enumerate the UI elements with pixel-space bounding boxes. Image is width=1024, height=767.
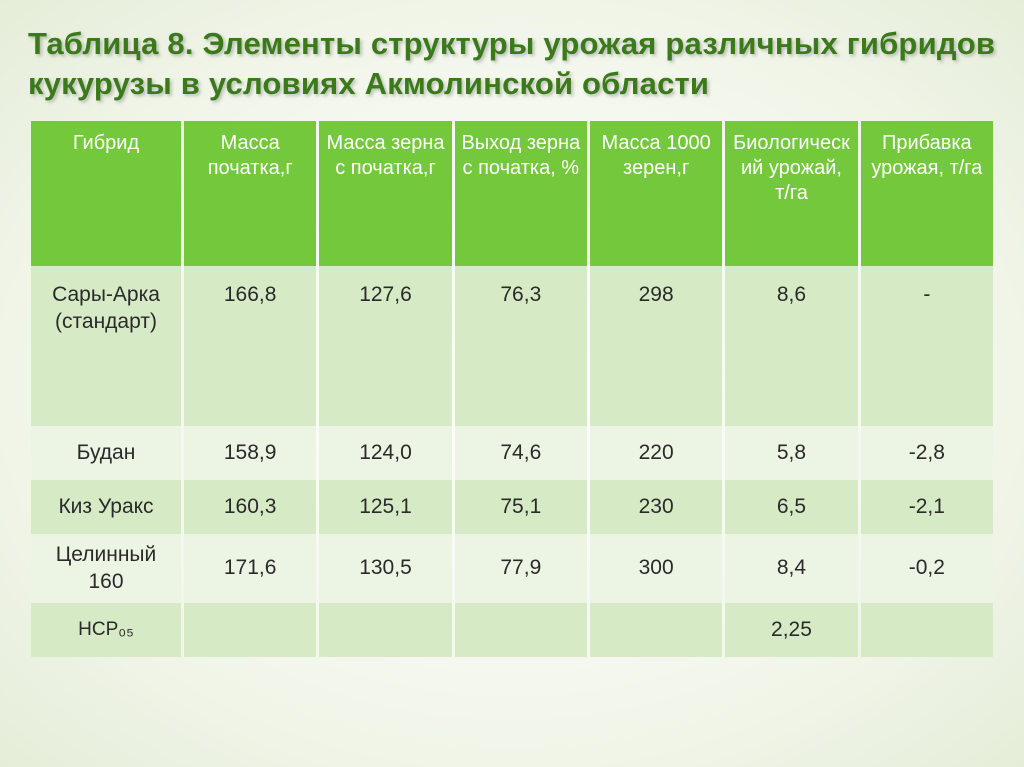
cell: 5,8 [725,426,857,480]
col-header: Масса 1000 зерен,г [590,121,722,266]
cell: 8,4 [725,534,857,603]
col-header: Выход зерна с початка, % [455,121,587,266]
col-header: Гибрид [31,121,181,266]
cell: 158,9 [184,426,316,480]
table-row: Целинный 160 171,6 130,5 77,9 300 8,4 -0… [31,534,993,603]
cell: 130,5 [319,534,451,603]
col-header: Биологический урожай, т/га [725,121,857,266]
table-row: Будан 158,9 124,0 74,6 220 5,8 -2,8 [31,426,993,480]
cell: 75,1 [455,480,587,534]
cell-hybrid: Киз Уракс [31,480,181,534]
cell: 166,8 [184,266,316,426]
cell-hybrid: НСР₀₅ [31,603,181,657]
table-row: Киз Уракс 160,3 125,1 75,1 230 6,5 -2,1 [31,480,993,534]
cell: -2,1 [861,480,993,534]
cell: 220 [590,426,722,480]
cell [455,603,587,657]
data-table: Гибрид Масса початка,г Масса зерна с поч… [28,121,996,657]
cell-hybrid: Целинный 160 [31,534,181,603]
slide-title: Таблица 8. Элементы структуры урожая раз… [28,24,996,103]
cell: 230 [590,480,722,534]
col-header: Прибавка урожая, т/га [861,121,993,266]
cell: 2,25 [725,603,857,657]
cell: 171,6 [184,534,316,603]
col-header: Масса зерна с початка,г [319,121,451,266]
cell: -2,8 [861,426,993,480]
cell: 298 [590,266,722,426]
cell [861,603,993,657]
table-row: НСР₀₅ 2,25 [31,603,993,657]
cell: 6,5 [725,480,857,534]
slide: Таблица 8. Элементы структуры урожая раз… [0,0,1024,767]
cell: 160,3 [184,480,316,534]
cell: - [861,266,993,426]
table-row: Сары-Арка (стандарт) 166,8 127,6 76,3 29… [31,266,993,426]
cell: 76,3 [455,266,587,426]
cell: 77,9 [455,534,587,603]
cell [184,603,316,657]
table-body: Сары-Арка (стандарт) 166,8 127,6 76,3 29… [31,266,993,657]
cell [319,603,451,657]
cell: 300 [590,534,722,603]
cell-hybrid: Сары-Арка (стандарт) [31,266,181,426]
cell: 8,6 [725,266,857,426]
cell [590,603,722,657]
cell: 127,6 [319,266,451,426]
cell: 74,6 [455,426,587,480]
cell-hybrid: Будан [31,426,181,480]
col-header: Масса початка,г [184,121,316,266]
table-header: Гибрид Масса початка,г Масса зерна с поч… [31,121,993,266]
cell: -0,2 [861,534,993,603]
cell: 125,1 [319,480,451,534]
cell: 124,0 [319,426,451,480]
